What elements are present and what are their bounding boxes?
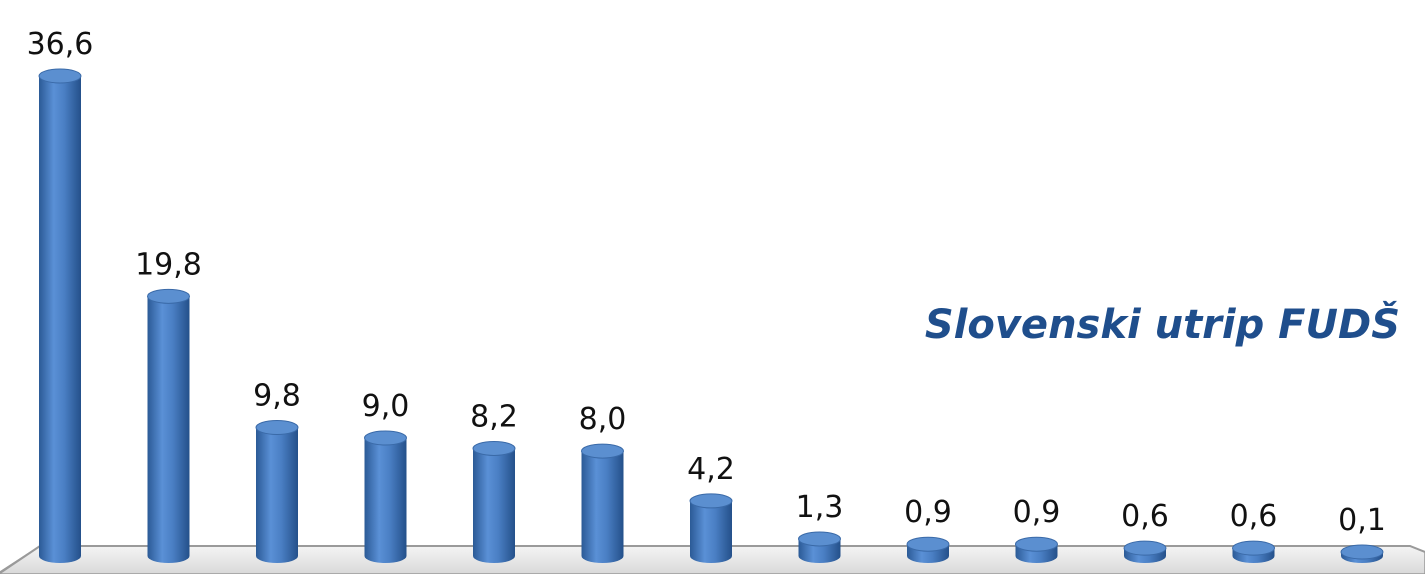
- data-label: 0,1: [1338, 503, 1386, 538]
- bar-top: [1232, 540, 1275, 556]
- data-label: 0,6: [1121, 499, 1169, 534]
- bar: [689, 493, 733, 563]
- bar: [38, 68, 82, 563]
- bar-top: [906, 536, 950, 552]
- bar-top: [1123, 540, 1167, 556]
- data-label: 1,3: [796, 490, 844, 525]
- bar-body: [39, 76, 81, 563]
- data-label: 0,9: [904, 495, 952, 530]
- data-label: 8,0: [579, 402, 627, 437]
- bar: [364, 430, 407, 563]
- bar: [581, 443, 624, 563]
- bar-top: [364, 430, 407, 446]
- bar-top: [472, 440, 516, 456]
- data-label: 36,6: [27, 27, 94, 62]
- bar-top: [798, 531, 841, 547]
- data-label: 19,8: [135, 247, 202, 282]
- bar: [1015, 536, 1058, 563]
- bar: [1340, 544, 1384, 563]
- value-labels-group: 36,6 19,8 9,8 9,0 8,2 8,0 4,2 1,3 0,9 0,9 0,6 0,6 0,…: [27, 27, 1386, 538]
- bar-body: [690, 500, 732, 563]
- data-label: 8,2: [470, 399, 518, 434]
- bar-top: [38, 68, 82, 84]
- chart-title: Slovenski utrip FUDŠ: [925, 299, 1400, 348]
- data-label: 9,8: [253, 378, 301, 413]
- bar-top: [1340, 544, 1384, 560]
- bar: [798, 531, 841, 563]
- data-label: 9,0: [362, 389, 410, 424]
- bar-top: [581, 443, 624, 459]
- bar-body: [473, 448, 515, 563]
- bars-group: [38, 68, 1384, 563]
- bar: [147, 288, 190, 563]
- data-label: 4,2: [687, 452, 735, 487]
- bar: [1123, 540, 1167, 563]
- bar-top: [255, 419, 299, 435]
- data-label: 0,6: [1230, 499, 1278, 534]
- bar-top: [147, 288, 190, 304]
- bar: [906, 536, 950, 563]
- bar-body: [364, 437, 407, 563]
- bar: [255, 419, 299, 563]
- bar-body: [581, 451, 624, 563]
- bar-top: [1015, 536, 1058, 552]
- data-label: 0,9: [1013, 495, 1061, 530]
- bar-body: [147, 296, 190, 563]
- bar-top: [689, 493, 733, 509]
- bar-body: [256, 427, 298, 563]
- bar: [472, 440, 516, 563]
- bar: [1232, 540, 1275, 563]
